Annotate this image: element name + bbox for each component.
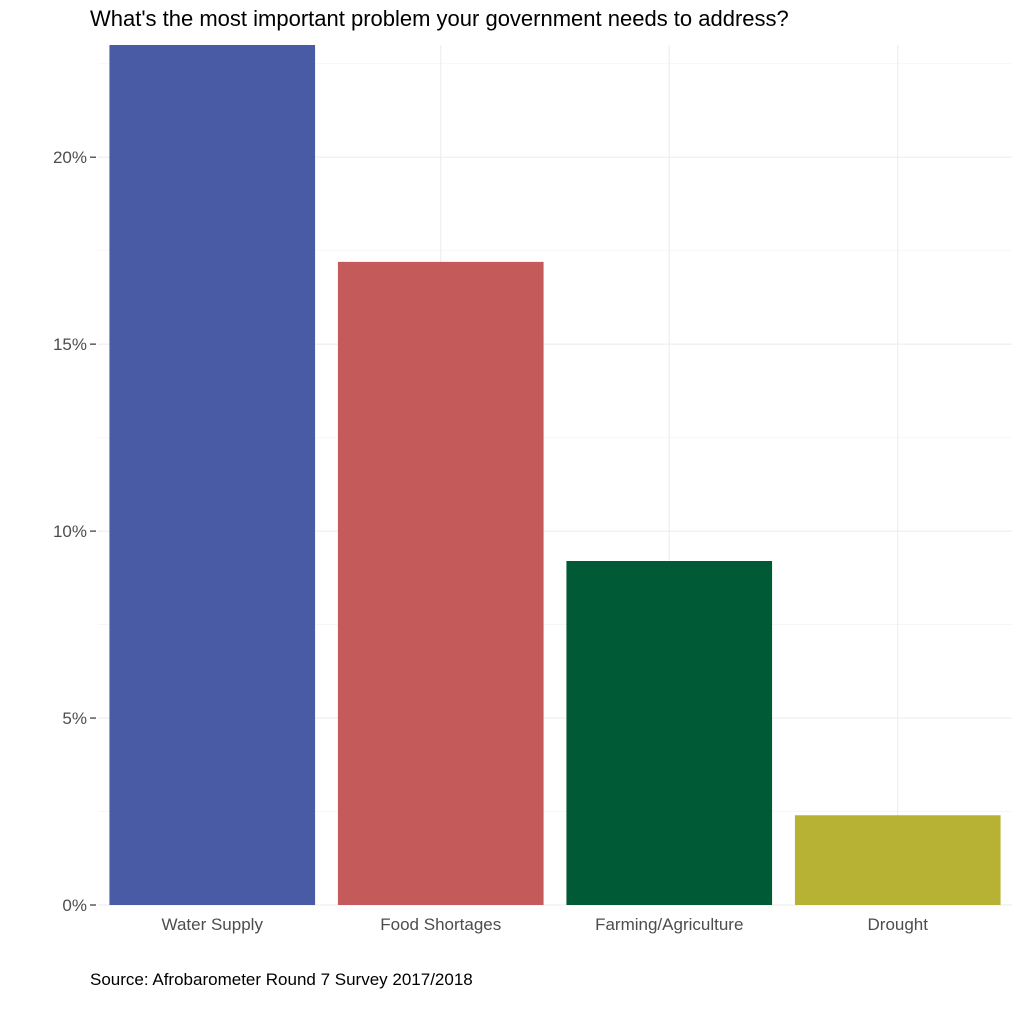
- chart-title: What's the most important problem your g…: [90, 6, 789, 31]
- y-tick-label: 20%: [53, 148, 87, 167]
- y-tick-label: 10%: [53, 522, 87, 541]
- bar: [337, 261, 544, 905]
- x-tick-label: Water Supply: [162, 915, 264, 934]
- y-tick-label: 5%: [62, 709, 87, 728]
- bars: [109, 45, 1001, 905]
- chart-caption: Source: Afrobarometer Round 7 Survey 201…: [90, 970, 473, 989]
- x-axis: Water Supply Food Shortages Farming/Agricu…: [162, 915, 929, 934]
- x-tick-label: Drought: [868, 915, 929, 934]
- bar: [566, 561, 773, 905]
- x-tick-label: Food Shortages: [380, 915, 501, 934]
- bar: [109, 45, 316, 905]
- bar: [794, 815, 1001, 905]
- y-axis: 0% 5% 10% 15% 20%: [53, 148, 96, 915]
- x-tick-label: Farming/Agriculture: [595, 915, 743, 934]
- y-tick-label: 15%: [53, 335, 87, 354]
- y-tick-label: 0%: [62, 896, 87, 915]
